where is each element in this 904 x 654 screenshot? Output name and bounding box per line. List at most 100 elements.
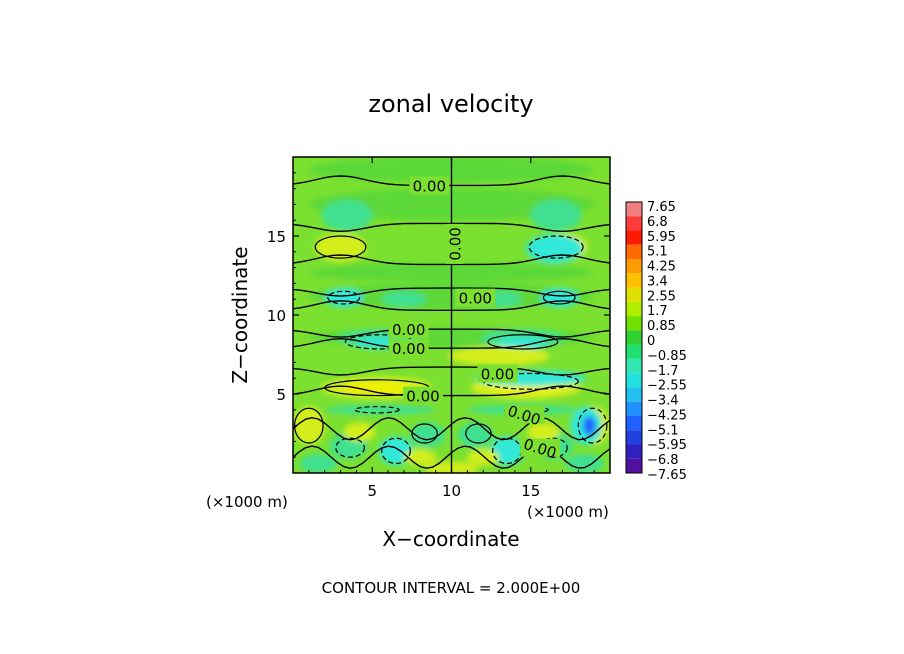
contour-label-bg bbox=[520, 438, 561, 457]
colorbar-swatch bbox=[626, 216, 642, 231]
x-tick-label: 5 bbox=[367, 482, 377, 500]
x-tick-label: 15 bbox=[521, 482, 540, 500]
colorbar-swatch bbox=[626, 330, 642, 345]
colorbar-swatch bbox=[626, 259, 642, 274]
y-tick-label: 10 bbox=[267, 307, 286, 325]
colorbar-swatch bbox=[626, 230, 642, 245]
y-tick-label: 5 bbox=[276, 386, 286, 404]
contour-line bbox=[327, 290, 361, 305]
contour-line bbox=[542, 290, 576, 305]
contour-line bbox=[354, 406, 400, 414]
contour-label-bg bbox=[388, 339, 429, 358]
axis-ticks: 5 10 15 5 10 15 bbox=[267, 157, 610, 500]
contour-line bbox=[577, 407, 608, 444]
contour-line bbox=[381, 437, 411, 465]
colorbar-swatch bbox=[626, 358, 642, 374]
field-region bbox=[381, 291, 427, 308]
field-region bbox=[293, 406, 325, 445]
contour-line bbox=[335, 437, 365, 458]
field-region bbox=[299, 454, 338, 473]
contour-label-bg bbox=[409, 176, 450, 195]
contour-label: 0.00 bbox=[392, 340, 425, 358]
field-region bbox=[321, 199, 373, 232]
contour-label: 0.00 bbox=[413, 177, 446, 195]
colorbar-label: 3.4 bbox=[647, 274, 668, 289]
colorbar-label: −3.4 bbox=[647, 394, 679, 409]
contour-line bbox=[293, 175, 610, 187]
contour-label: 0.00 bbox=[406, 388, 439, 406]
colorbar-swatch bbox=[626, 273, 642, 288]
y-axis-label: Z−coordinate bbox=[228, 246, 252, 383]
colorbar-swatch bbox=[626, 387, 642, 402]
field-region bbox=[497, 337, 549, 349]
field-region bbox=[565, 454, 604, 473]
field-region bbox=[343, 422, 376, 442]
contour-line bbox=[538, 437, 568, 458]
contour-label: 0.00 bbox=[392, 321, 425, 339]
field-region bbox=[324, 405, 436, 415]
colorbar-label: −6.8 bbox=[647, 453, 679, 468]
field-region bbox=[440, 461, 479, 473]
contour-line bbox=[293, 385, 610, 397]
contour-line bbox=[293, 366, 610, 376]
field-region bbox=[467, 449, 500, 466]
field-region bbox=[410, 422, 446, 448]
colorbar-label: 2.55 bbox=[647, 289, 676, 304]
colorbar-label: −7.65 bbox=[647, 468, 687, 483]
field-region bbox=[527, 422, 560, 442]
colorbar-swatch bbox=[626, 316, 642, 331]
contour-line bbox=[528, 235, 584, 259]
field-region bbox=[583, 416, 596, 436]
colorbar-swatch bbox=[626, 401, 642, 416]
colorbar-label: 5.95 bbox=[647, 230, 676, 245]
contour-line bbox=[293, 254, 610, 266]
colorbar-swatch bbox=[626, 344, 642, 359]
contour-label-bg bbox=[477, 364, 518, 383]
colorbar-label: −0.85 bbox=[647, 349, 687, 364]
colorbar-label: 4.25 bbox=[647, 260, 676, 275]
field-region bbox=[530, 199, 582, 232]
colorbar-swatch bbox=[626, 444, 642, 459]
colorbar-label: 0.85 bbox=[647, 319, 676, 334]
field-region bbox=[315, 232, 366, 262]
colorbar-label: 5.1 bbox=[647, 245, 668, 260]
contour-line bbox=[293, 416, 610, 441]
contour-interval-note: CONTOUR INTERVAL = 2.000E+00 bbox=[322, 579, 581, 597]
colorbar-label: −2.55 bbox=[647, 379, 687, 394]
colorbar-label: 0 bbox=[647, 334, 655, 349]
contour-line bbox=[293, 287, 610, 297]
contour-label-bg bbox=[402, 386, 443, 405]
colorbar-frame bbox=[625, 201, 643, 474]
contour-line bbox=[411, 423, 438, 444]
contour-label-bg bbox=[504, 405, 545, 424]
contour-label: 0.00 bbox=[447, 227, 465, 260]
contour-label-bg bbox=[388, 320, 429, 339]
colorbar-swatch bbox=[626, 430, 642, 445]
contour-line bbox=[487, 334, 559, 350]
contour-line bbox=[293, 328, 610, 338]
x-unit-label: (×1000 m) bbox=[206, 493, 288, 511]
contour-label-bg bbox=[445, 223, 464, 264]
colorbar-label: −5.1 bbox=[647, 423, 679, 438]
colorbar-swatch bbox=[626, 458, 642, 473]
contour-label-bg bbox=[455, 288, 496, 307]
colorbar-swatch bbox=[626, 415, 642, 431]
x-tick-label: 10 bbox=[442, 482, 461, 500]
contour-label: 0.00 bbox=[481, 365, 514, 383]
contour-labels: 0.000.000.000.000.000.000.000.000.00 bbox=[388, 176, 561, 462]
contour-line bbox=[293, 337, 610, 349]
colorbar-swatch bbox=[626, 373, 642, 388]
field-region bbox=[448, 346, 550, 366]
field-region bbox=[342, 382, 412, 394]
contour-line bbox=[314, 235, 367, 259]
contour-line bbox=[293, 300, 610, 311]
colorbar-swatch bbox=[626, 244, 642, 260]
colorbar-swatch bbox=[626, 301, 642, 317]
colorbar-swatch bbox=[626, 287, 642, 302]
colorbar-label: 6.8 bbox=[647, 215, 668, 230]
colorbar-label: −4.25 bbox=[647, 408, 687, 423]
plot-area: 0.000.000.000.000.000.000.000.000.00 5 10… bbox=[267, 156, 611, 500]
colorbar: 7.656.85.955.14.253.42.551.70.850−0.85−1… bbox=[625, 200, 687, 483]
contour-line bbox=[293, 222, 610, 233]
